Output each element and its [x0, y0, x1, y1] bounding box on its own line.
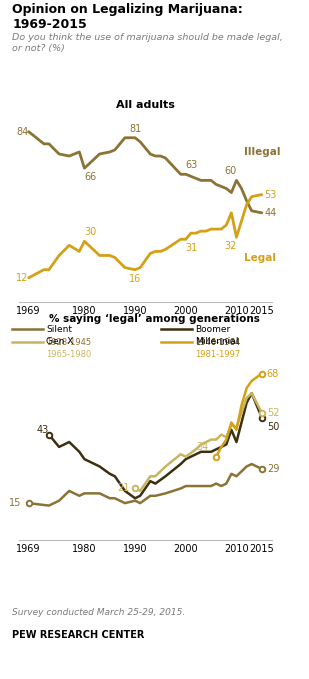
Text: 15: 15 — [9, 498, 21, 508]
Text: 32: 32 — [224, 241, 236, 251]
Text: 29: 29 — [267, 464, 279, 474]
Text: 1965-1980: 1965-1980 — [46, 350, 91, 359]
Text: 30: 30 — [84, 227, 97, 237]
Text: Silent: Silent — [46, 325, 72, 334]
Title: All adults: All adults — [116, 100, 175, 111]
Text: 81: 81 — [129, 124, 141, 134]
Text: Legal: Legal — [244, 253, 276, 263]
Text: Gen X: Gen X — [46, 337, 74, 346]
Text: 63: 63 — [186, 160, 198, 170]
Text: 12: 12 — [16, 273, 29, 282]
Text: Do you think the use of marijuana should be made legal,
or not? (%): Do you think the use of marijuana should… — [12, 33, 283, 54]
Text: Millennial: Millennial — [195, 337, 238, 346]
Text: Survey conducted March 25-29, 2015.: Survey conducted March 25-29, 2015. — [12, 608, 186, 617]
Text: 1946-1964: 1946-1964 — [195, 338, 240, 347]
Text: 66: 66 — [84, 172, 97, 182]
Text: 68: 68 — [267, 369, 279, 379]
Text: 50: 50 — [267, 422, 279, 433]
Text: Boomer: Boomer — [195, 325, 230, 334]
Text: 31: 31 — [186, 243, 198, 253]
Text: 34: 34 — [196, 442, 208, 452]
Text: 16: 16 — [129, 274, 141, 284]
Text: PEW RESEARCH CENTER: PEW RESEARCH CENTER — [12, 630, 145, 640]
Text: 43: 43 — [37, 425, 49, 435]
Text: 52: 52 — [267, 407, 279, 418]
Text: 1981-1997: 1981-1997 — [195, 350, 240, 359]
Text: 60: 60 — [224, 166, 236, 177]
Text: 1969-2015: 1969-2015 — [12, 18, 87, 31]
Text: 84: 84 — [16, 127, 29, 136]
Text: % saying ‘legal’ among generations: % saying ‘legal’ among generations — [49, 314, 260, 324]
Text: 53: 53 — [264, 189, 277, 200]
Text: Opinion on Legalizing Marijuana:: Opinion on Legalizing Marijuana: — [12, 3, 243, 16]
Text: 21: 21 — [118, 483, 130, 494]
Text: Illegal: Illegal — [244, 147, 281, 157]
Text: 44: 44 — [264, 208, 277, 218]
Text: 1928-1945: 1928-1945 — [46, 338, 91, 347]
